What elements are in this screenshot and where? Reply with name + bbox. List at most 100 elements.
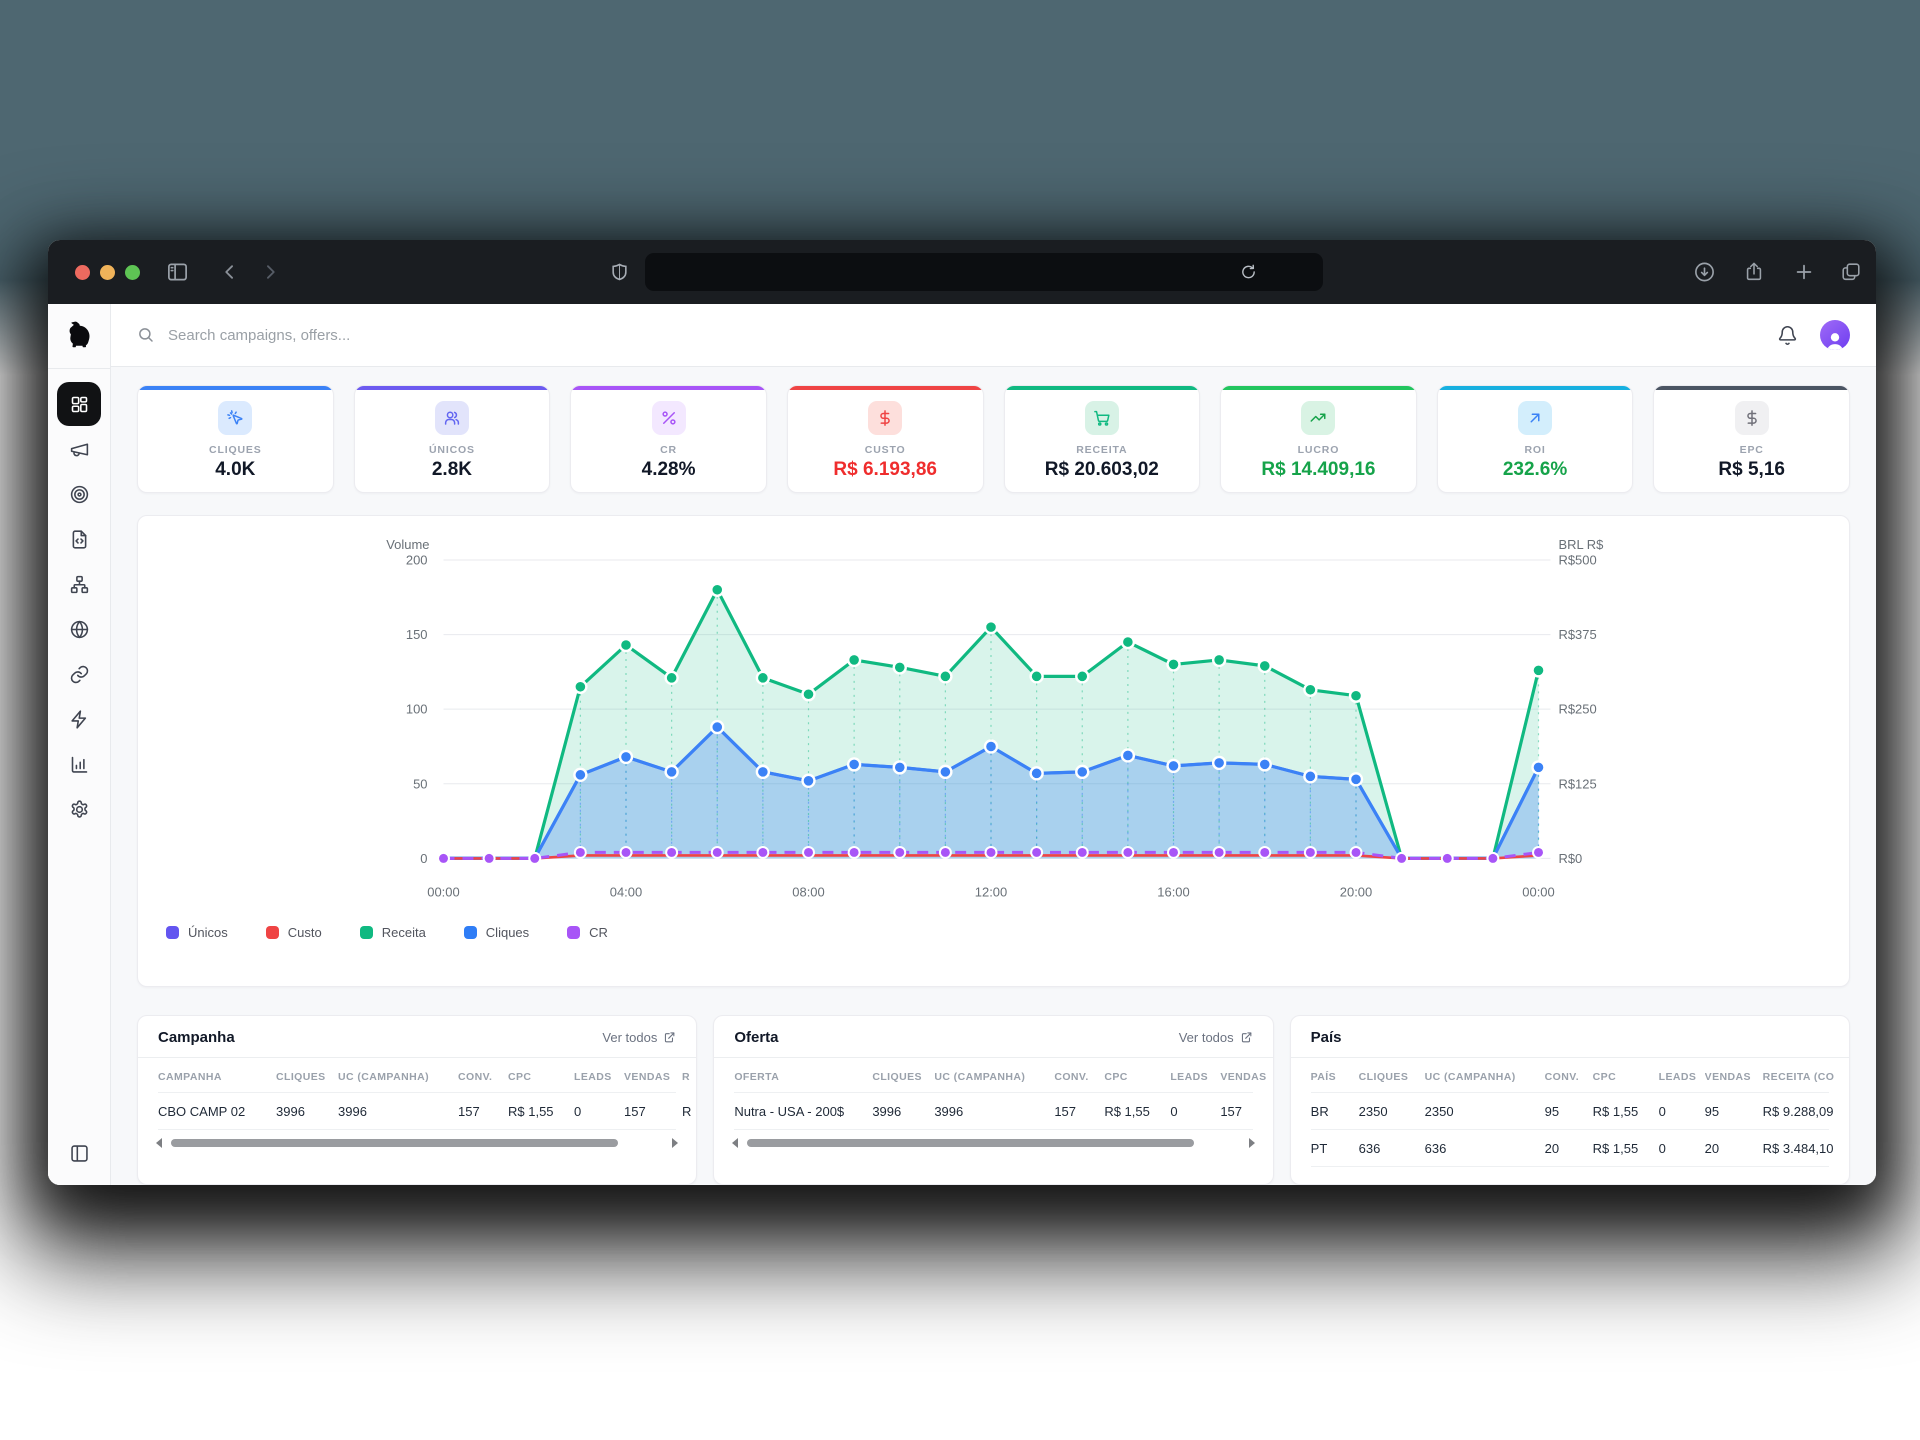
shield-icon[interactable] <box>610 261 629 283</box>
svg-text:R$0: R$0 <box>1558 851 1582 866</box>
cursor-click-icon <box>218 401 253 435</box>
minimize-button[interactable] <box>100 264 115 280</box>
horizontal-scrollbar <box>156 1138 679 1148</box>
table-card-oferta: Oferta Ver todos OFERTA CLIQUES UC (CAMPANHA… <box>713 1015 1274 1185</box>
svg-text:R$500: R$500 <box>1558 552 1596 567</box>
scroll-right-arrow[interactable] <box>1248 1138 1255 1148</box>
user-icon <box>1827 333 1843 350</box>
kpi-value: R$ 5,16 <box>1718 459 1785 480</box>
traffic-chart-card: Volume 0 50 100 150 200 BRL R$ R$0 R$125 R$250 R$3… <box>137 515 1850 987</box>
zoom-button[interactable] <box>125 264 140 280</box>
search-input[interactable] <box>166 325 590 345</box>
kpi-accent-bar <box>1437 386 1633 390</box>
share-icon[interactable] <box>1743 261 1765 283</box>
scroll-thumb[interactable] <box>747 1139 1195 1147</box>
sidebar <box>48 304 111 1185</box>
table-title: Oferta <box>734 1029 779 1046</box>
table-card-campanha: Campanha Ver todos CAMPANHA CLIQUES UC (CAMP… <box>137 1015 698 1185</box>
scroll-right-arrow[interactable] <box>672 1138 679 1148</box>
legend-label: Custo <box>287 925 322 941</box>
kpi-label: ROI <box>1524 444 1546 456</box>
table-row: CBO CAMP 02 3996 3996 157 R$ 1,55 0 157 R <box>158 1093 691 1130</box>
scroll-thumb[interactable] <box>171 1139 618 1147</box>
legend-swatch <box>265 926 279 940</box>
download-icon[interactable] <box>1693 261 1716 284</box>
sidebar-item-targets[interactable] <box>57 472 101 516</box>
external-link-icon <box>1240 1031 1253 1044</box>
external-link-icon <box>663 1031 676 1044</box>
svg-text:12:00: 12:00 <box>975 884 1007 899</box>
table-header-row: PAÍS CLIQUES UC (CAMPANHA) CONV. CPC LEADS VEN… <box>1310 1060 1834 1093</box>
svg-text:200: 200 <box>406 552 428 567</box>
legend-item-1[interactable]: Únicos <box>166 925 228 940</box>
svg-text:00:00: 00:00 <box>1522 884 1554 899</box>
svg-text:16:00: 16:00 <box>1157 884 1189 899</box>
zap-icon <box>69 709 90 730</box>
dollar-icon <box>1734 401 1769 435</box>
svg-text:100: 100 <box>406 702 428 717</box>
kpi-card-lucro: LUCRO R$ 14.409,16 <box>1220 385 1417 493</box>
kpi-value: 232.6% <box>1502 459 1568 480</box>
back-button[interactable] <box>220 262 240 282</box>
app-logo[interactable] <box>48 304 110 369</box>
avatar[interactable] <box>1820 320 1850 350</box>
bar-chart-icon <box>69 754 90 775</box>
kpi-card-receita: RECEITA R$ 20.603,02 <box>1003 385 1201 493</box>
scroll-left-arrow[interactable] <box>156 1138 162 1148</box>
svg-text:50: 50 <box>413 776 427 791</box>
sidebar-item-funnels[interactable] <box>57 562 101 606</box>
svg-text:150: 150 <box>406 627 428 642</box>
ver-todos-link[interactable]: Ver todos <box>602 1030 676 1045</box>
svg-text:R$250: R$250 <box>1558 702 1596 717</box>
collapse-sidebar-icon[interactable] <box>69 1143 90 1185</box>
megaphone-icon <box>69 439 90 460</box>
sidebar-item-scripts[interactable] <box>57 517 101 561</box>
sidebar-item-reports[interactable] <box>57 742 101 786</box>
legend-item-4[interactable]: Cliques <box>463 925 529 940</box>
new-tab-icon[interactable] <box>1793 261 1815 283</box>
table-row: BR 2350 2350 95 R$ 1,55 0 95 R$ 9.288,09 <box>1310 1093 1834 1130</box>
url-input[interactable] <box>645 253 1323 291</box>
sidebar-item-links[interactable] <box>57 652 101 696</box>
legend-item-5[interactable]: CR <box>567 925 608 940</box>
close-button[interactable] <box>75 264 90 280</box>
svg-text:BRL R$: BRL R$ <box>1558 537 1603 552</box>
panel-toggle-icon[interactable] <box>166 261 189 284</box>
scroll-left-arrow[interactable] <box>732 1138 739 1148</box>
legend-label: Receita <box>381 925 426 941</box>
ver-todos-link[interactable]: Ver todos <box>1179 1030 1253 1045</box>
traffic-lights <box>75 264 150 280</box>
sidebar-item-campaigns[interactable] <box>57 427 101 471</box>
svg-text:00:00: 00:00 <box>427 884 459 899</box>
sidebar-item-settings[interactable] <box>57 787 101 831</box>
tab-overview-icon[interactable] <box>1840 261 1862 283</box>
arrow-up-right-icon <box>1518 401 1553 435</box>
link-icon <box>69 664 90 685</box>
kpi-card-cliques: CLIQUES 4.0K <box>137 385 334 493</box>
sidebar-item-automations[interactable] <box>57 697 101 741</box>
svg-text:R$125: R$125 <box>1558 776 1596 791</box>
table-header-row: OFERTA CLIQUES UC (CAMPANHA) CONV. CPC LEADS V… <box>734 1060 1266 1093</box>
bell-icon[interactable] <box>1777 325 1798 346</box>
kpi-label: ÚNICOS <box>428 444 475 456</box>
sidebar-item-domains[interactable] <box>57 607 101 651</box>
kpi-card-custo: CUSTO R$ 6.193,86 <box>786 385 984 493</box>
kpi-accent-bar <box>138 386 333 390</box>
table-row: PT 636 636 20 R$ 1,55 0 20 R$ 3.484,10 <box>1310 1130 1834 1167</box>
cart-icon <box>1084 401 1119 435</box>
legend-label: CR <box>589 925 608 941</box>
svg-text:0: 0 <box>420 851 427 866</box>
svg-text:20:00: 20:00 <box>1340 884 1372 899</box>
dog-logo-icon <box>69 321 90 348</box>
kpi-value: R$ 14.409,16 <box>1261 459 1376 480</box>
kpi-label: CR <box>660 444 677 456</box>
search-icon <box>139 328 153 342</box>
reload-icon[interactable] <box>1240 264 1257 281</box>
legend-item-2[interactable]: Custo <box>265 925 322 941</box>
svg-text:Volume: Volume <box>386 537 429 552</box>
forward-button[interactable] <box>260 262 280 282</box>
kpi-label: CUSTO <box>864 444 906 456</box>
browser-titlebar <box>48 240 1876 304</box>
sidebar-item-dashboard[interactable] <box>57 382 101 426</box>
legend-item-3[interactable]: Receita <box>359 925 426 941</box>
